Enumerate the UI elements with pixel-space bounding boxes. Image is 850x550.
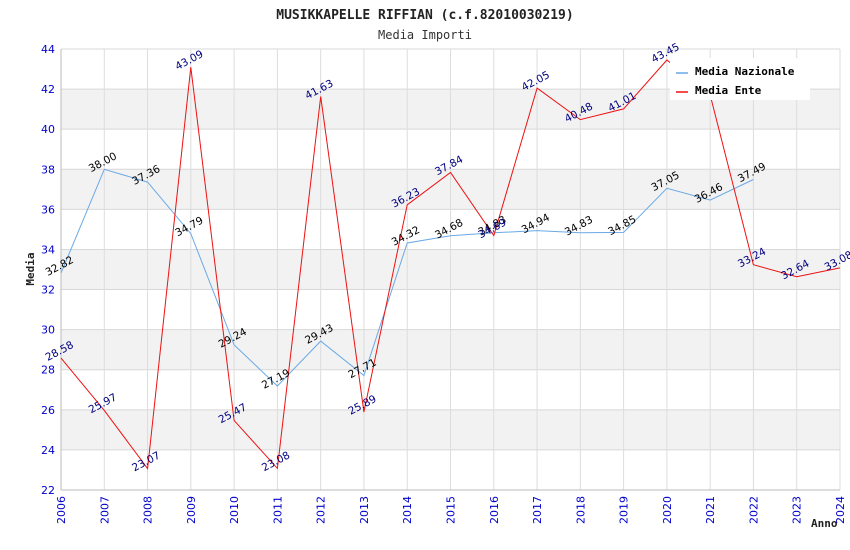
y-axis-label: Media <box>24 252 37 285</box>
chart-subtitle: Media Importi <box>378 28 472 42</box>
data-label-media-ente: 23.07 <box>130 450 162 475</box>
legend-label-media-ente: Media Ente <box>695 84 762 97</box>
x-tick-label: 2020 <box>661 496 674 524</box>
axes <box>60 49 840 491</box>
y-tick-label: 44 <box>41 43 55 56</box>
x-axis-label: Anno <box>811 517 838 530</box>
y-tick-label: 40 <box>41 123 55 136</box>
y-tick-label: 30 <box>41 324 55 337</box>
x-tick-label: 2019 <box>618 496 631 524</box>
x-tick-label: 2012 <box>315 496 328 524</box>
x-tick-label: 2008 <box>142 496 155 524</box>
x-tick-label: 2009 <box>185 496 198 524</box>
legend-box <box>670 58 810 100</box>
x-tick-label: 2022 <box>747 496 760 524</box>
data-label-media-nazionale: 34.68 <box>433 217 465 242</box>
x-axis-ticks: 2006 2007 2008 2009 2010 2011 2012 2013 2014 2015… <box>55 496 847 524</box>
x-tick-label: 2024 <box>834 496 847 524</box>
legend-label-media-nazionale: Media Nazionale <box>695 65 795 78</box>
y-tick-label: 28 <box>41 364 55 377</box>
data-label-media-nazionale: 34.32 <box>390 224 422 249</box>
x-tick-label: 2013 <box>358 496 371 524</box>
data-label-media-nazionale: 34.83 <box>563 214 595 239</box>
x-tick-label: 2017 <box>531 496 544 524</box>
y-tick-label: 26 <box>41 404 55 417</box>
x-tick-label: 2010 <box>228 496 241 524</box>
y-tick-label: 38 <box>41 163 55 176</box>
data-label-media-ente: 23.08 <box>260 449 292 474</box>
data-label-media-ente: 43.09 <box>173 48 205 73</box>
x-tick-label: 2015 <box>445 496 458 524</box>
chart-title: MUSIKKAPELLE RIFFIAN (c.f.82010030219) <box>276 8 573 23</box>
y-tick-label: 24 <box>41 444 55 457</box>
x-tick-label: 2023 <box>791 496 804 524</box>
x-tick-label: 2007 <box>98 496 111 524</box>
y-tick-label: 32 <box>41 284 55 297</box>
y-tick-label: 34 <box>41 243 55 256</box>
y-tick-label: 36 <box>41 203 55 216</box>
x-tick-label: 2014 <box>401 496 414 524</box>
legend: Media Nazionale Media Ente <box>670 58 810 100</box>
x-tick-label: 2018 <box>574 496 587 524</box>
data-label-media-nazionale: 34.94 <box>520 211 552 236</box>
y-tick-label: 42 <box>41 83 55 96</box>
x-tick-label: 2016 <box>488 496 501 524</box>
y-axis-ticks: 22 24 26 28 30 32 34 36 38 40 42 44 <box>41 43 55 497</box>
x-tick-label: 2021 <box>704 496 717 524</box>
gridlines <box>60 48 841 491</box>
x-tick-label: 2011 <box>271 496 284 524</box>
series-line-media-nazionale <box>60 168 754 387</box>
y-tick-label: 22 <box>41 484 55 497</box>
data-label-media-nazionale: 34.85 <box>606 213 638 238</box>
x-tick-label: 2006 <box>55 496 68 524</box>
